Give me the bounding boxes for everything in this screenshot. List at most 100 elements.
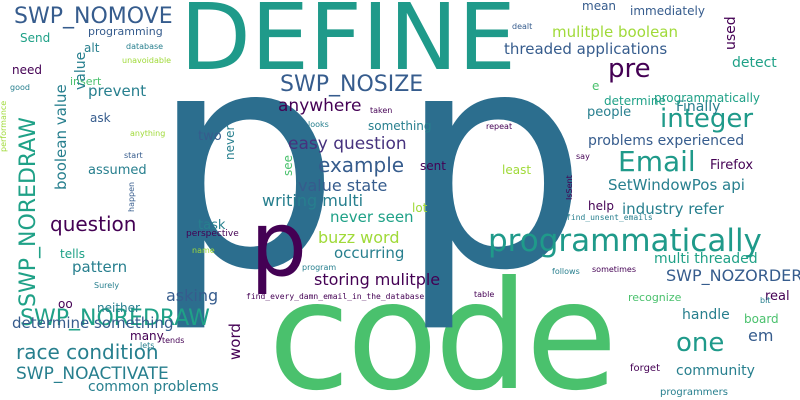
word-oo: oo — [58, 297, 73, 311]
word-anywhere: anywhere — [278, 96, 362, 116]
word-send: Send — [20, 31, 51, 45]
word-forget: forget — [630, 363, 660, 374]
word-good: good — [10, 83, 30, 92]
word-least: least — [502, 163, 532, 177]
word-find-unsent-emails: find_unsent_emails — [566, 213, 653, 222]
word-bit: bit — [760, 296, 771, 305]
word-real: real — [765, 289, 790, 304]
word-surely: Surely — [94, 281, 120, 290]
word-community: community — [676, 363, 755, 379]
word-performance: performance — [0, 100, 8, 152]
word-table: table — [474, 290, 495, 299]
word-finally: Finally — [676, 99, 721, 115]
word-immediately: immediately — [630, 4, 705, 18]
word-name: name — [192, 246, 215, 255]
word-pre: pre — [608, 54, 651, 84]
word-multi-threaded: multi threaded — [654, 251, 758, 267]
word-setwindowpos-api: SetWindowPos api — [608, 176, 745, 194]
word-writing-multi: writing multi — [262, 191, 364, 210]
word-sometimes: sometimes — [592, 265, 637, 274]
word-anything: anything — [130, 129, 166, 138]
word-swp-nosize: SWP_NOSIZE — [280, 72, 424, 97]
word-industry-refer: industry refer — [622, 200, 724, 218]
word-value: value — [73, 51, 89, 90]
word-never-seen: never seen — [330, 208, 414, 226]
word-programmatically-small: programmatically — [654, 91, 761, 105]
word-program: program — [302, 263, 337, 272]
word-people: people — [587, 105, 632, 120]
word-start: start — [124, 151, 143, 160]
word-value-state: value state — [298, 176, 388, 195]
word-occurring: occurring — [334, 244, 405, 262]
word-prevent: prevent — [88, 82, 147, 100]
word-see: see — [281, 154, 295, 176]
word-two: two — [198, 129, 222, 144]
word-one: one — [676, 328, 725, 358]
word-email: Email — [618, 145, 696, 178]
word-swp-nomove: SWP_NOMOVE — [14, 4, 173, 29]
word-assumed: assumed — [88, 163, 147, 178]
word-find-every-damn-email: find_every_damn_email_in_the_database — [246, 292, 425, 301]
word-isSent: IsSent — [565, 175, 574, 200]
word-insert: insert — [70, 75, 102, 88]
word-database: database — [126, 42, 164, 51]
word-perspective: perspective — [186, 229, 239, 239]
word-say: say — [576, 152, 590, 161]
word-ask: ask — [90, 111, 111, 125]
word-programmers: programmers — [660, 387, 728, 398]
word-used: used — [723, 16, 739, 50]
word-never: never — [223, 125, 237, 160]
word-p-left: p — [150, 0, 341, 336]
word-detect: detect — [732, 55, 777, 71]
word-swp-nozorder: SWP_NOZORDER — [666, 266, 800, 285]
word-threaded-applications: threaded applications — [504, 40, 668, 58]
word-programmatically: programmatically — [488, 223, 762, 259]
word-code: code — [268, 250, 618, 400]
word-p-right: p — [398, 0, 589, 336]
word-example: example — [318, 153, 405, 177]
word-buzz-word: buzz word — [318, 228, 400, 247]
word-swp-noactivate: SWP_NOACTIVATE — [16, 364, 169, 384]
word-common-problems: common problems — [88, 379, 219, 395]
word-taken: taken — [370, 106, 393, 115]
word-happen: happen — [127, 181, 136, 212]
word-programming: programming — [88, 25, 163, 38]
word-tells: tells — [60, 247, 86, 261]
word-need: need — [12, 63, 42, 77]
word-help: help — [588, 199, 614, 213]
word-em: em — [748, 326, 774, 345]
word-pattern: pattern — [72, 258, 128, 276]
word-something: something — [368, 119, 432, 133]
word-sent: sent — [420, 159, 446, 173]
word-neither: neither — [97, 301, 140, 315]
word-lot: lot — [412, 201, 428, 215]
word-determine: determine — [604, 94, 666, 108]
word-task: task — [198, 218, 226, 233]
word-boolean-value: boolean value — [52, 84, 70, 190]
word-looks: looks — [308, 120, 329, 129]
word-many: many — [130, 329, 164, 343]
word-storing-mulitple: storing mulitple — [314, 270, 441, 289]
word-integer: integer — [660, 104, 754, 134]
word-word: word — [226, 323, 244, 360]
word-alt: alt — [84, 41, 100, 55]
word-asking: asking — [166, 286, 219, 305]
word-determine-something: determine something — [12, 314, 174, 332]
word-question: question — [50, 212, 137, 236]
word-follows: follows — [552, 267, 580, 276]
word-easy-question: easy question — [288, 134, 407, 154]
word-lets: lets — [140, 341, 155, 350]
word-p-small: p — [250, 192, 308, 297]
word-repeat: repeat — [486, 122, 513, 131]
word-race-condition: race condition — [16, 340, 159, 364]
word-define: DEFINE — [180, 0, 516, 91]
word-recognize: recognize — [628, 291, 682, 304]
word-mulitple-boolean: mulitple boolean — [552, 23, 678, 41]
word-firefox: Firefox — [710, 158, 754, 173]
word-unavoidable: unavoidable — [122, 56, 172, 65]
word-mean: mean — [582, 0, 617, 13]
word-tends: tends — [162, 336, 185, 345]
word-board: board — [744, 312, 779, 326]
word-problems-experienced: problems experienced — [588, 133, 745, 149]
